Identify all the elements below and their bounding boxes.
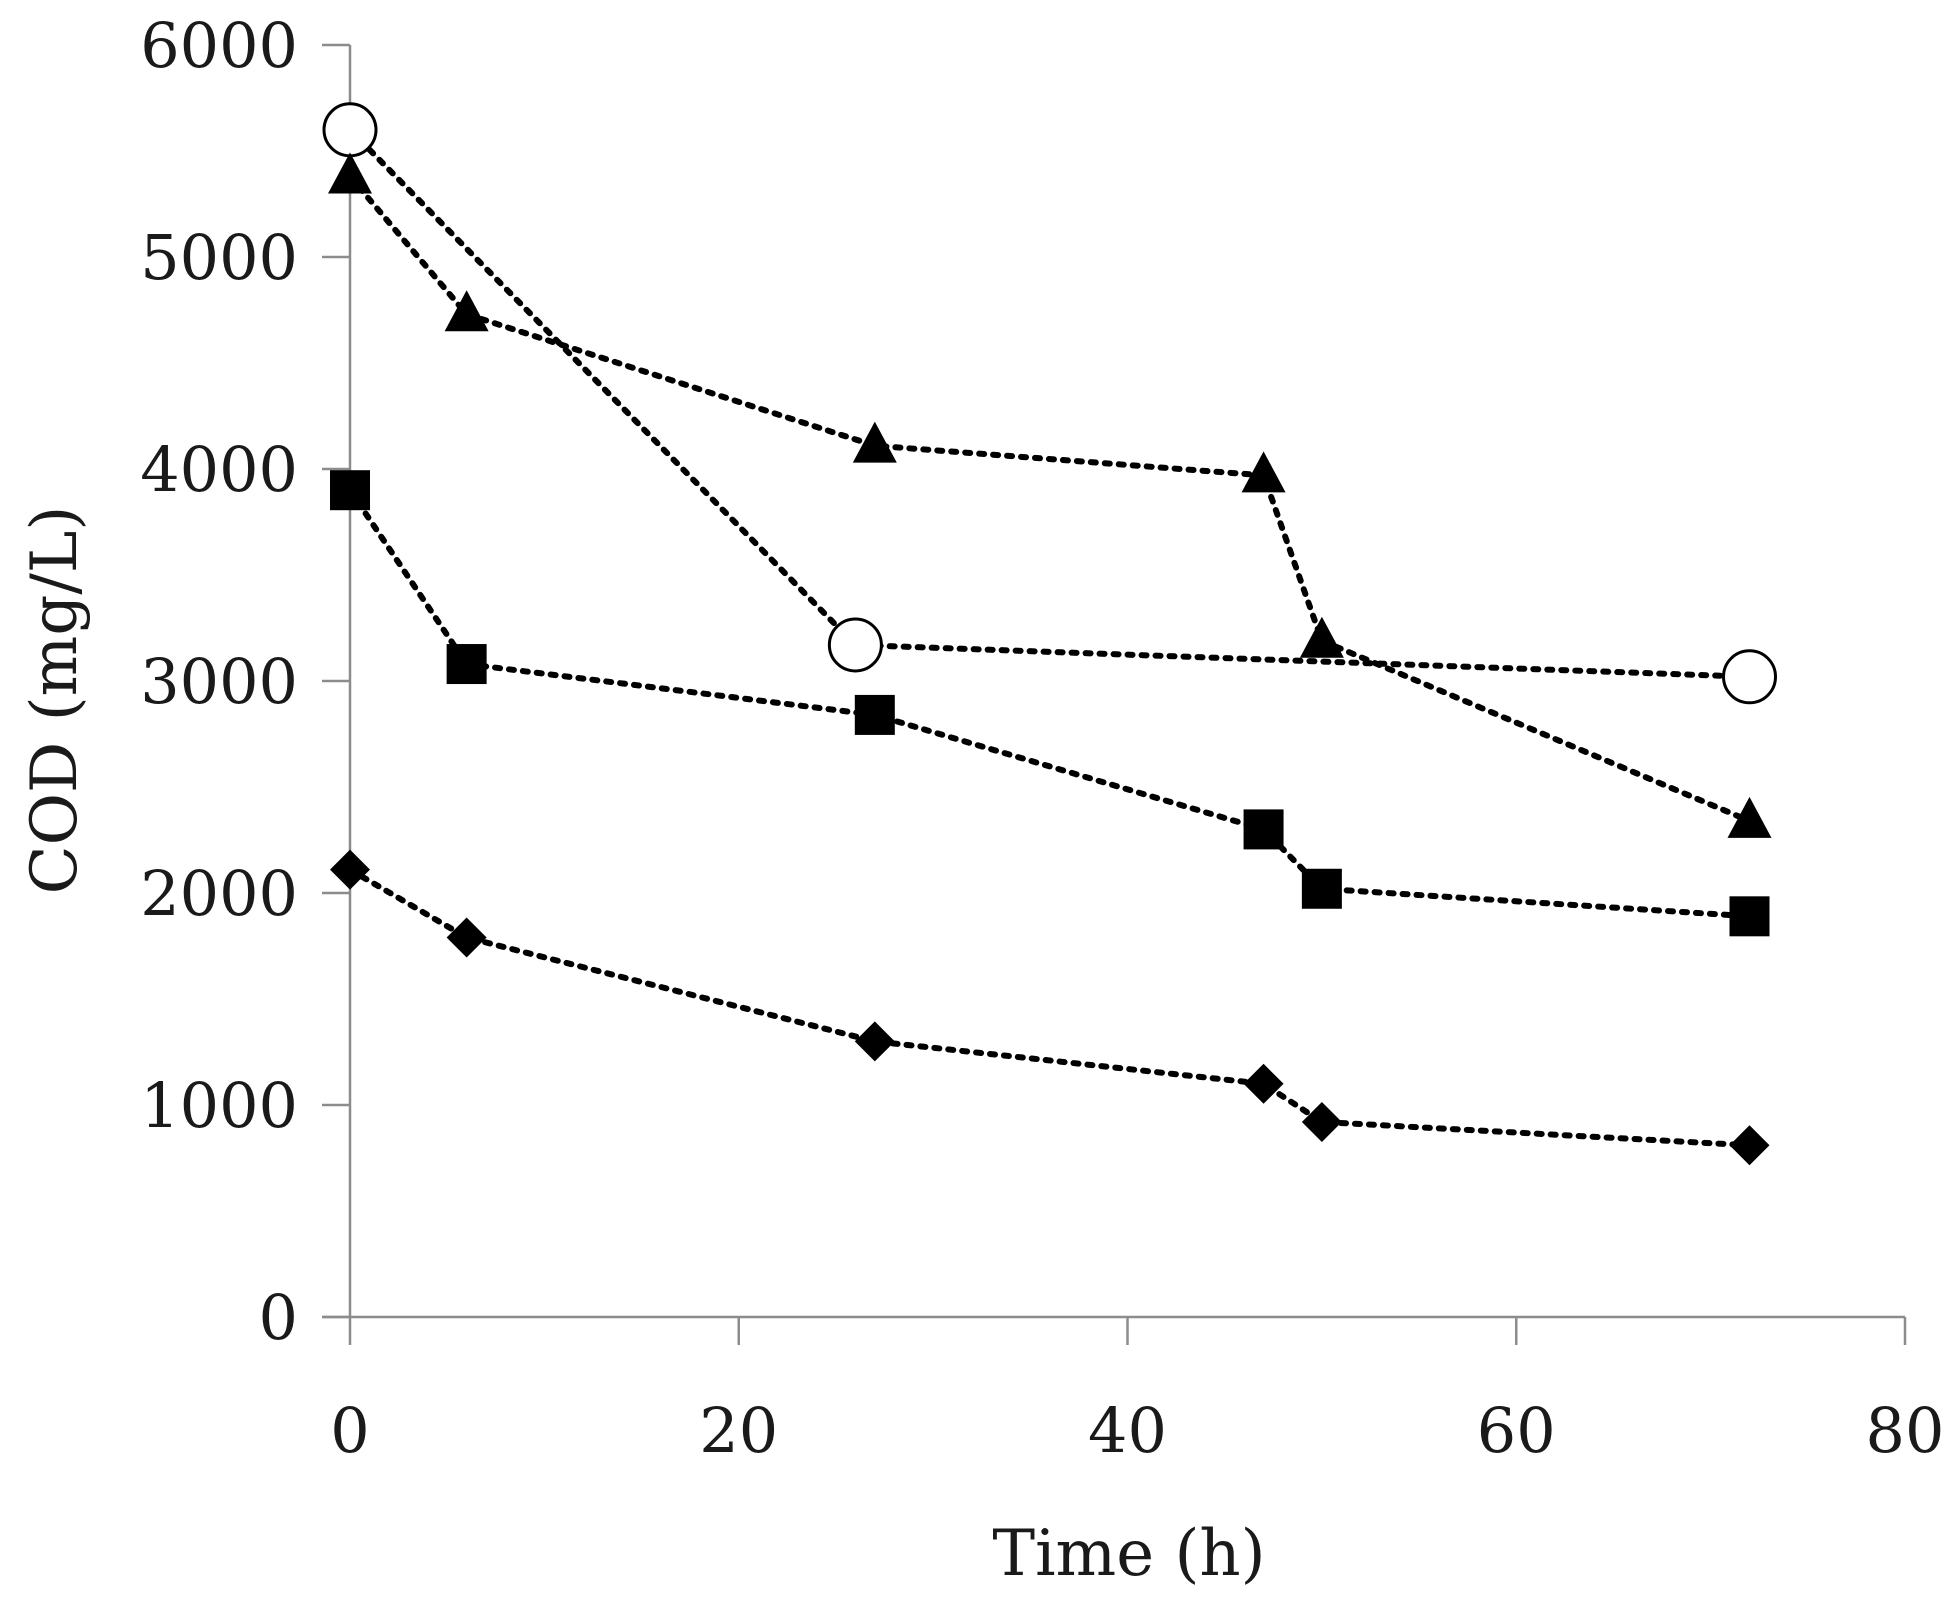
y-tick-label: 5000: [140, 221, 298, 294]
x-tick-label: 80: [1866, 1394, 1945, 1467]
data-point-triangle: [1727, 796, 1772, 838]
data-point-square: [1729, 896, 1770, 937]
series-triangle: [328, 152, 1772, 838]
axes: [322, 45, 1905, 1319]
data-point-square: [330, 470, 370, 511]
data-point-square: [854, 694, 895, 735]
series-group: [322, 102, 1777, 1166]
data-point-diamond: [1301, 1101, 1342, 1142]
data-point-square: [1301, 868, 1342, 909]
series-open-circle: [322, 102, 1777, 705]
y-axis-title: COD (mg/L): [18, 506, 92, 895]
x-tick-label: 0: [330, 1394, 369, 1467]
data-point-triangle: [852, 421, 897, 463]
series-square: [330, 470, 1770, 937]
data-point-open-circle: [1722, 649, 1777, 705]
series-line-open-circle: [347, 126, 1753, 680]
data-point-square: [446, 644, 487, 685]
y-tick-label: 2000: [140, 857, 298, 930]
x-tick-label: 40: [1088, 1394, 1167, 1467]
data-point-diamond: [854, 1021, 895, 1062]
x-tick-label: 60: [1477, 1394, 1556, 1467]
data-point-triangle: [328, 152, 372, 194]
y-tick-label: 6000: [140, 9, 298, 82]
data-point-triangle: [444, 290, 489, 332]
series-line-diamond: [347, 866, 1753, 1149]
x-axis-title: Time (h): [992, 1517, 1265, 1591]
data-point-triangle: [1299, 616, 1344, 658]
y-tick-label: 1000: [140, 1069, 298, 1142]
series-line-square: [347, 487, 1753, 920]
x-tick-label: 20: [699, 1394, 778, 1467]
series-diamond: [330, 849, 1770, 1166]
data-point-diamond: [1729, 1125, 1770, 1166]
data-point-diamond: [1243, 1063, 1284, 1104]
data-point-diamond: [330, 849, 370, 890]
data-point-square: [1243, 809, 1284, 850]
data-point-triangle: [1241, 451, 1286, 493]
data-point-open-circle: [322, 102, 378, 158]
y-tick-label: 0: [259, 1281, 298, 1354]
data-point-diamond: [446, 917, 487, 958]
ticks: 0 1000 2000 3000 4000 5000 6000 0 20 40 60 80: [140, 9, 1944, 1467]
series-line-triangle: [347, 173, 1753, 824]
y-tick-label: 4000: [140, 433, 298, 506]
data-point-open-circle: [827, 617, 883, 673]
y-tick-label: 3000: [140, 645, 298, 718]
